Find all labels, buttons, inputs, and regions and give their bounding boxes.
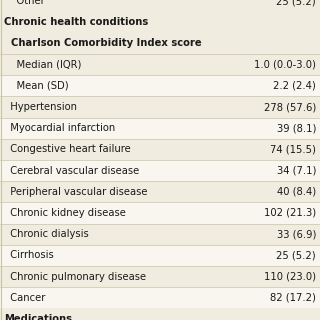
Bar	[0, 33, 320, 54]
Text: Medications: Medications	[4, 314, 72, 320]
Text: 34 (7.1): 34 (7.1)	[276, 165, 316, 176]
Text: Chronic health conditions: Chronic health conditions	[4, 17, 148, 27]
Text: Mean (SD): Mean (SD)	[4, 81, 68, 91]
Text: Cerebral vascular disease: Cerebral vascular disease	[4, 165, 139, 176]
Text: Myocardial infarction: Myocardial infarction	[4, 123, 115, 133]
Text: 25 (5.2): 25 (5.2)	[276, 250, 316, 260]
Bar	[0, 160, 320, 181]
Text: 40 (8.4): 40 (8.4)	[277, 187, 316, 197]
Bar	[0, 308, 320, 320]
Text: Chronic kidney disease: Chronic kidney disease	[4, 208, 126, 218]
Bar	[0, 181, 320, 202]
Text: Hypertension: Hypertension	[4, 102, 77, 112]
Text: 2.2 (2.4): 2.2 (2.4)	[273, 81, 316, 91]
Text: Other: Other	[4, 0, 45, 6]
Text: 278 (57.6): 278 (57.6)	[264, 102, 316, 112]
Text: 1.0 (0.0-3.0): 1.0 (0.0-3.0)	[254, 60, 316, 70]
Bar	[0, 287, 320, 308]
Bar	[0, 54, 320, 75]
Bar	[0, 266, 320, 287]
Text: Chronic pulmonary disease: Chronic pulmonary disease	[4, 272, 146, 282]
Text: 102 (21.3): 102 (21.3)	[264, 208, 316, 218]
Bar	[0, 96, 320, 118]
Text: 74 (15.5): 74 (15.5)	[270, 144, 316, 155]
Bar	[0, 118, 320, 139]
Text: Peripheral vascular disease: Peripheral vascular disease	[4, 187, 148, 197]
Text: Chronic dialysis: Chronic dialysis	[4, 229, 89, 239]
Bar	[0, 12, 320, 33]
Text: Cancer: Cancer	[4, 293, 45, 303]
Bar	[0, 202, 320, 224]
Text: Cirrhosis: Cirrhosis	[4, 250, 54, 260]
Text: 39 (8.1): 39 (8.1)	[276, 123, 316, 133]
Bar	[0, 0, 320, 12]
Text: 25 (5.2): 25 (5.2)	[276, 0, 316, 6]
Text: 82 (17.2): 82 (17.2)	[270, 293, 316, 303]
Text: 33 (6.9): 33 (6.9)	[276, 229, 316, 239]
Bar	[0, 245, 320, 266]
Bar	[0, 139, 320, 160]
Text: 110 (23.0): 110 (23.0)	[264, 272, 316, 282]
Text: Congestive heart failure: Congestive heart failure	[4, 144, 131, 155]
Bar	[0, 75, 320, 96]
Bar	[0, 224, 320, 245]
Text: Charlson Comorbidity Index score: Charlson Comorbidity Index score	[4, 38, 202, 48]
Text: Median (IQR): Median (IQR)	[4, 60, 81, 70]
